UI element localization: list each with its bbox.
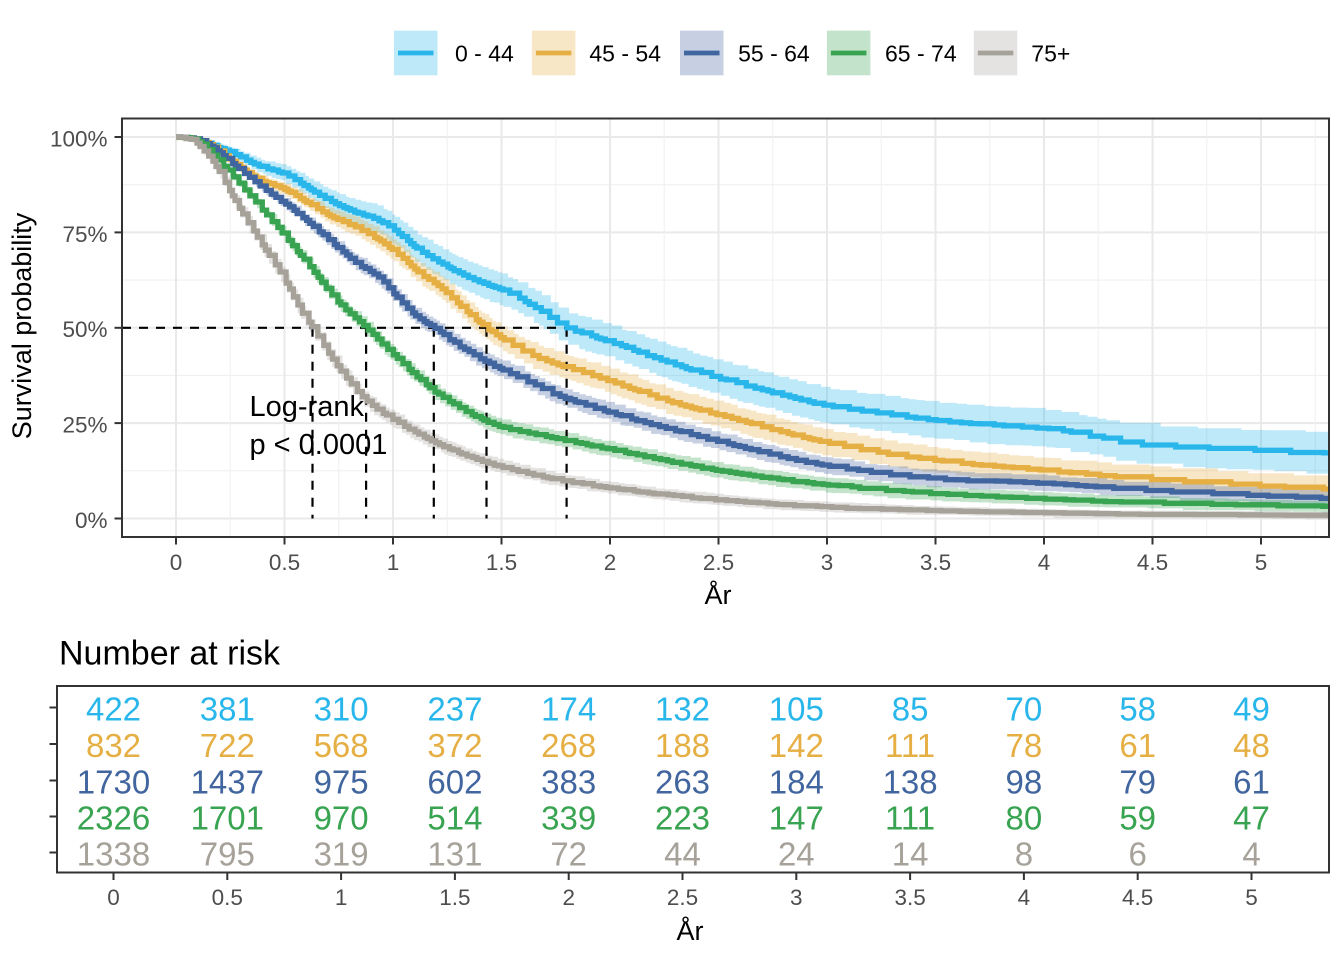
svg-text:1.5: 1.5 bbox=[486, 550, 517, 575]
svg-text:2326: 2326 bbox=[77, 800, 150, 837]
svg-text:80: 80 bbox=[1006, 800, 1043, 837]
svg-text:49: 49 bbox=[1233, 691, 1270, 728]
svg-text:568: 568 bbox=[314, 727, 369, 764]
svg-text:1: 1 bbox=[335, 885, 348, 910]
svg-text:3: 3 bbox=[821, 550, 834, 575]
svg-text:0.5: 0.5 bbox=[212, 885, 243, 910]
svg-text:310: 310 bbox=[314, 691, 369, 728]
svg-text:58: 58 bbox=[1119, 691, 1156, 728]
svg-text:61: 61 bbox=[1119, 727, 1156, 764]
svg-text:372: 372 bbox=[427, 727, 482, 764]
svg-text:2: 2 bbox=[604, 550, 617, 575]
svg-text:514: 514 bbox=[427, 800, 482, 837]
svg-text:832: 832 bbox=[86, 727, 141, 764]
svg-text:75+: 75+ bbox=[1031, 41, 1070, 67]
svg-text:142: 142 bbox=[769, 727, 824, 764]
svg-text:År: År bbox=[677, 915, 704, 946]
svg-text:0%: 0% bbox=[75, 508, 108, 533]
svg-text:8: 8 bbox=[1015, 836, 1033, 873]
svg-text:100%: 100% bbox=[50, 127, 108, 152]
svg-text:4.5: 4.5 bbox=[1137, 550, 1168, 575]
svg-text:188: 188 bbox=[655, 727, 710, 764]
svg-text:131: 131 bbox=[427, 836, 482, 873]
svg-text:105: 105 bbox=[769, 691, 824, 728]
svg-text:319: 319 bbox=[314, 836, 369, 873]
svg-text:70: 70 bbox=[1006, 691, 1043, 728]
svg-text:111: 111 bbox=[885, 800, 935, 837]
svg-text:0: 0 bbox=[170, 550, 183, 575]
svg-text:50%: 50% bbox=[62, 317, 107, 342]
svg-text:132: 132 bbox=[655, 691, 710, 728]
svg-text:6: 6 bbox=[1129, 836, 1147, 873]
svg-text:263: 263 bbox=[655, 764, 710, 801]
svg-text:970: 970 bbox=[314, 800, 369, 837]
svg-text:138: 138 bbox=[883, 764, 938, 801]
svg-text:År: År bbox=[705, 579, 732, 610]
svg-text:45 - 54: 45 - 54 bbox=[589, 41, 661, 67]
svg-text:4: 4 bbox=[1018, 885, 1031, 910]
svg-text:61: 61 bbox=[1233, 764, 1270, 801]
svg-text:1701: 1701 bbox=[191, 800, 264, 837]
svg-text:422: 422 bbox=[86, 691, 141, 728]
svg-text:3: 3 bbox=[790, 885, 803, 910]
svg-text:174: 174 bbox=[541, 691, 596, 728]
svg-text:3.5: 3.5 bbox=[894, 885, 925, 910]
svg-text:268: 268 bbox=[541, 727, 596, 764]
svg-text:237: 237 bbox=[427, 691, 482, 728]
svg-text:1437: 1437 bbox=[191, 764, 264, 801]
svg-text:98: 98 bbox=[1006, 764, 1043, 801]
svg-text:4: 4 bbox=[1038, 550, 1051, 575]
svg-text:Survival probability: Survival probability bbox=[7, 212, 37, 439]
svg-text:3.5: 3.5 bbox=[920, 550, 951, 575]
svg-text:48: 48 bbox=[1233, 727, 1270, 764]
svg-text:184: 184 bbox=[769, 764, 824, 801]
svg-text:p < 0.0001: p < 0.0001 bbox=[250, 429, 388, 461]
svg-text:Number at risk: Number at risk bbox=[59, 635, 281, 673]
svg-text:85: 85 bbox=[892, 691, 929, 728]
svg-text:14: 14 bbox=[892, 836, 929, 873]
svg-text:1338: 1338 bbox=[77, 836, 150, 873]
svg-text:Log-rank: Log-rank bbox=[250, 391, 365, 423]
svg-text:59: 59 bbox=[1119, 800, 1156, 837]
svg-text:2: 2 bbox=[562, 885, 575, 910]
svg-text:339: 339 bbox=[541, 800, 596, 837]
svg-text:78: 78 bbox=[1006, 727, 1043, 764]
svg-text:0: 0 bbox=[107, 885, 120, 910]
svg-text:2.5: 2.5 bbox=[667, 885, 698, 910]
svg-text:383: 383 bbox=[541, 764, 596, 801]
svg-text:722: 722 bbox=[200, 727, 255, 764]
svg-text:111: 111 bbox=[885, 727, 935, 764]
svg-text:975: 975 bbox=[314, 764, 369, 801]
svg-text:1730: 1730 bbox=[77, 764, 150, 801]
svg-text:1: 1 bbox=[387, 550, 400, 575]
svg-text:0.5: 0.5 bbox=[269, 550, 300, 575]
svg-text:4: 4 bbox=[1242, 836, 1260, 873]
svg-text:4.5: 4.5 bbox=[1122, 885, 1153, 910]
svg-text:147: 147 bbox=[769, 800, 824, 837]
svg-text:44: 44 bbox=[664, 836, 701, 873]
svg-text:1.5: 1.5 bbox=[439, 885, 470, 910]
svg-text:795: 795 bbox=[200, 836, 255, 873]
svg-text:223: 223 bbox=[655, 800, 710, 837]
svg-text:79: 79 bbox=[1119, 764, 1156, 801]
svg-text:65 - 74: 65 - 74 bbox=[885, 41, 957, 67]
svg-text:75%: 75% bbox=[62, 222, 107, 247]
svg-text:2.5: 2.5 bbox=[703, 550, 734, 575]
svg-text:5: 5 bbox=[1245, 885, 1258, 910]
svg-text:25%: 25% bbox=[62, 413, 107, 438]
svg-text:24: 24 bbox=[778, 836, 815, 873]
svg-text:602: 602 bbox=[427, 764, 482, 801]
svg-text:47: 47 bbox=[1233, 800, 1270, 837]
svg-text:72: 72 bbox=[550, 836, 587, 873]
svg-text:5: 5 bbox=[1255, 550, 1268, 575]
svg-text:381: 381 bbox=[200, 691, 255, 728]
svg-text:0 - 44: 0 - 44 bbox=[455, 41, 514, 67]
svg-text:55 - 64: 55 - 64 bbox=[738, 41, 810, 67]
